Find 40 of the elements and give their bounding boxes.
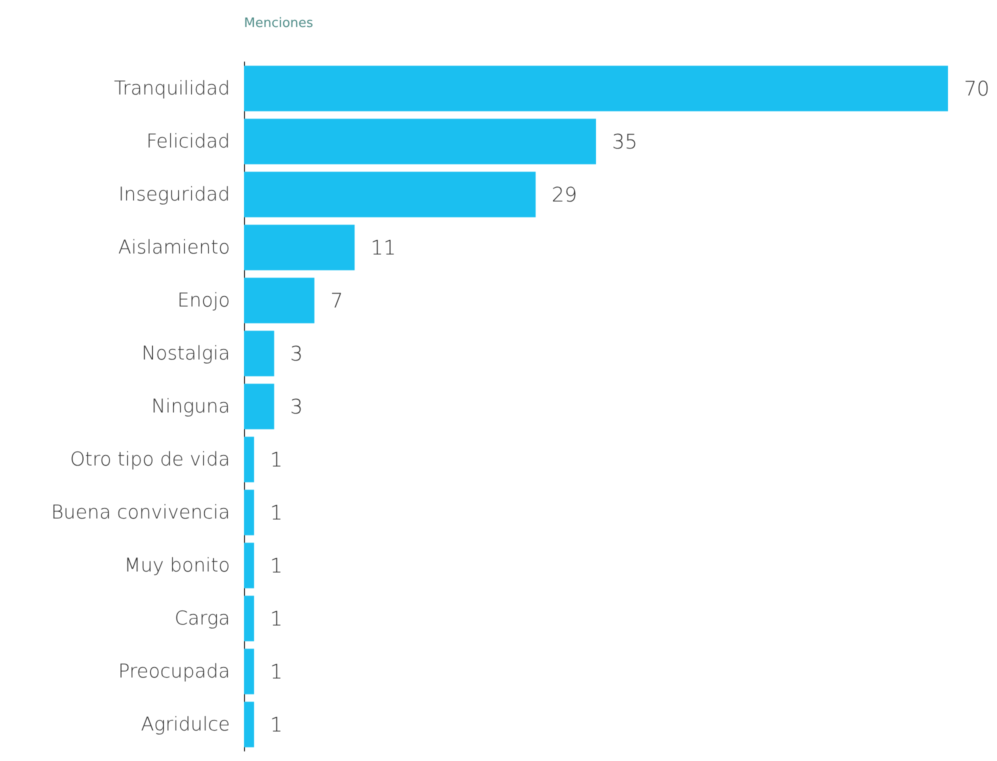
bar [244, 542, 254, 588]
y-tick-label: Agridulce [140, 714, 230, 736]
data-label: 35 [612, 130, 638, 154]
data-label: 1 [270, 500, 283, 524]
x-axis-title: Menciones [244, 16, 314, 31]
y-tick-label: Inseguridad [118, 184, 230, 206]
y-tick-label: Ninguna [151, 396, 230, 418]
bar [244, 596, 254, 642]
data-label: 1 [270, 554, 283, 578]
bar [244, 172, 536, 218]
y-tick-label: Otro tipo de vida [70, 448, 230, 470]
data-label: 3 [290, 342, 303, 366]
bar [244, 118, 596, 164]
data-label: 70 [964, 76, 990, 100]
bar [244, 330, 274, 376]
data-label: 29 [552, 182, 578, 206]
bar [244, 490, 254, 536]
y-tick-label: Enojo [177, 290, 230, 312]
bar [244, 278, 314, 324]
data-label: 1 [270, 448, 283, 472]
bar [244, 224, 355, 270]
data-label: 1 [270, 660, 283, 684]
y-tick-label: Muy bonito [124, 554, 230, 576]
bar [244, 648, 254, 694]
y-tick-label: Preocupada [118, 660, 230, 682]
data-label: 1 [270, 606, 283, 630]
data-label: 7 [330, 288, 344, 312]
y-tick-label: Buena convivencia [51, 502, 230, 524]
y-tick-label: Tranquilidad [114, 78, 230, 100]
bar [244, 702, 254, 748]
y-tick-label: Felicidad [146, 130, 230, 152]
bar [244, 384, 274, 430]
y-tick-label: Nostalgia [142, 342, 230, 364]
bar [244, 436, 254, 482]
data-label: 11 [370, 236, 396, 260]
data-label: 3 [290, 394, 303, 418]
y-tick-label: Aislamiento [118, 236, 230, 258]
bar [244, 66, 948, 112]
y-tick-label: Carga [174, 608, 230, 630]
data-label: 1 [270, 712, 283, 736]
